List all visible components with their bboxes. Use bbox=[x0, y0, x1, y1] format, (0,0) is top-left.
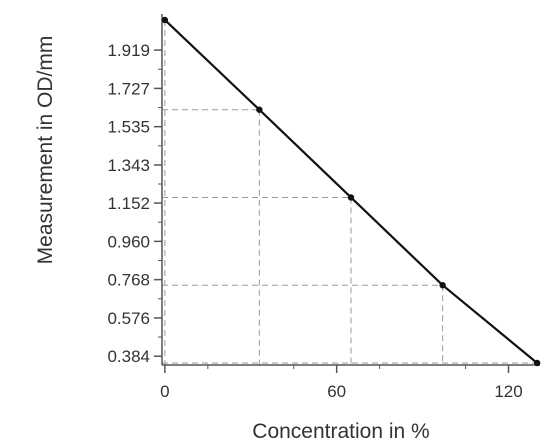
y-tick-label: 0.576 bbox=[107, 309, 150, 328]
y-tick-label: 1.152 bbox=[107, 194, 150, 213]
plot-area bbox=[161, 16, 541, 367]
y-tick-label: 1.727 bbox=[107, 79, 150, 98]
x-axis-label: Concentration in % bbox=[252, 420, 429, 443]
data-point bbox=[256, 106, 263, 113]
y-axis-label: Measurement in OD/mm bbox=[34, 36, 57, 265]
y-tick-label: 1.343 bbox=[107, 156, 150, 175]
x-tick-label: 120 bbox=[494, 382, 522, 401]
y-tick-label: 1.535 bbox=[107, 118, 150, 137]
y-tick-label: 0.384 bbox=[107, 347, 150, 366]
data-point bbox=[439, 282, 446, 289]
guide-lines bbox=[162, 19, 538, 365]
data-point bbox=[161, 16, 169, 24]
y-tick-label: 0.768 bbox=[107, 271, 150, 290]
x-tick-label: 0 bbox=[160, 382, 169, 401]
data-point bbox=[347, 194, 355, 201]
y-tick-label: 1.919 bbox=[107, 41, 150, 60]
y-tick-label: 0.960 bbox=[107, 232, 150, 251]
x-tick-label: 60 bbox=[327, 382, 346, 401]
axes: 0.384 0.576 0.768 0.960 1.152 1.343 1.535 1.727… bbox=[107, 14, 540, 401]
data-point bbox=[533, 359, 541, 367]
